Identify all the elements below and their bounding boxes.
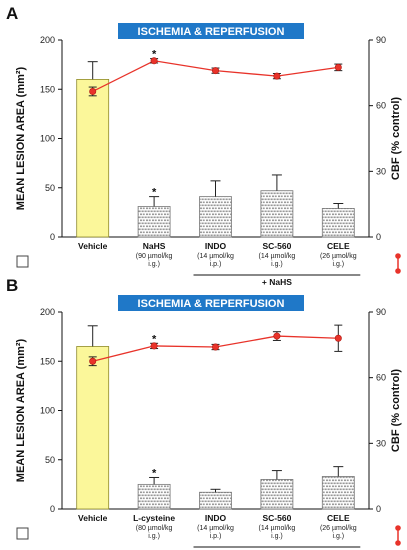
bar [260,479,294,510]
panel-label: B [6,276,18,295]
significance-star: * [152,467,157,479]
significance-star: * [152,333,157,345]
x-tick-label: NaHS [143,241,166,251]
cbf-point [150,342,158,350]
legend-bar-swatch [16,527,29,540]
x-tick-sublabel: (14 µmol/kg [197,525,234,532]
cbf-point [273,72,281,80]
x-tick-sublabel: (90 µmol/kg [136,253,173,260]
x-tick-label: Vehicle [78,513,108,523]
cbf-line [92,60,339,93]
bar [76,79,110,238]
x-tick-sublabel: (80 µmol/kg [136,525,173,532]
cbf-point [212,343,220,351]
x-tick-label: L-cysteine [133,513,175,523]
x-tick-sublabel: (14 µmol/kg [259,525,296,532]
chart-title: ISCHEMIA & REPERFUSION [138,26,285,38]
y2-tick-label: 90 [376,35,386,45]
bar [137,206,171,238]
bar [76,346,110,510]
x-tick-label: SC-560 [262,241,291,251]
x-tick-sublabel: (26 µmol/kg [320,253,357,260]
cbf-point [334,63,342,71]
y2-tick-label: 60 [376,101,386,111]
bar [199,196,232,238]
y2-tick-label: 30 [376,166,386,176]
x-tick-sublabel: (26 µmol/kg [320,525,357,532]
x-tick-label: CELE [327,241,350,251]
cbf-point [334,334,342,342]
y-tick-label: 50 [45,455,55,465]
y-axis-label: MEAN LESION AREA (mm²) [15,338,27,482]
y-tick-label: 150 [40,356,55,366]
x-tick-sublabel: i.g.) [271,261,283,268]
legend-line-dot [395,540,401,546]
y-tick-label: 0 [50,232,55,242]
legend-line-dot [395,268,401,274]
title-banner [118,295,304,311]
x-tick-sublabel: i.g.) [332,261,344,268]
bar [199,491,232,510]
y-tick-label: 150 [40,84,55,94]
x-tick-sublabel: i.g.) [332,533,344,540]
y2-tick-label: 0 [376,504,381,514]
y-axis-label: MEAN LESION AREA (mm²) [15,66,27,210]
cbf-point [212,67,220,75]
panel-label: A [6,4,18,23]
x-tick-label: INDO [205,241,227,251]
x-tick-label: CELE [327,513,350,523]
cbf-point [150,57,158,65]
y-tick-label: 0 [50,504,55,514]
cbf-point [273,332,281,340]
cbf-point [89,87,97,95]
y-tick-label: 100 [40,406,55,416]
bar [137,483,171,510]
x-tick-sublabel: i.g.) [148,533,160,540]
x-tick-label: SC-560 [262,513,291,523]
bar [321,208,355,238]
chart-title: ISCHEMIA & REPERFUSION [138,298,285,310]
y2-tick-label: 60 [376,373,386,383]
x-tick-sublabel: i.p.) [210,261,222,268]
x-tick-sublabel: i.p.) [210,533,222,540]
legend-line-dot [395,253,401,259]
y-tick-label: 50 [45,183,55,193]
chart-panel-a: A ISCHEMIA & REPERFUSION 0 50 100 150 200 0 30 60… [6,4,402,287]
bar [260,190,294,238]
y2-tick-label: 90 [376,307,386,317]
significance-star: * [152,187,157,199]
y-tick-label: 200 [40,35,55,45]
title-banner [118,23,304,39]
y2-axis-label: CBF (% control) [390,97,402,180]
x-tick-label: Vehicle [78,241,108,251]
y2-axis-label: CBF (% control) [390,369,402,452]
legend-bar-swatch [16,255,29,268]
y-tick-label: 100 [40,134,55,144]
x-tick-sublabel: (14 µmol/kg [197,253,234,260]
cbf-point [89,357,97,365]
y-tick-label: 200 [40,307,55,317]
significance-star: * [152,49,157,61]
y2-tick-label: 30 [376,438,386,448]
bar [321,476,355,510]
legend-line-dot [395,525,401,531]
group-label: + NaHS [262,277,292,287]
x-tick-label: INDO [205,513,227,523]
x-tick-sublabel: i.g.) [271,533,283,540]
chart-panel-b: B ISCHEMIA & REPERFUSION 0 50 100 150 200 0 30 60… [6,276,402,550]
x-tick-sublabel: i.g.) [148,261,160,268]
y2-tick-label: 0 [376,232,381,242]
x-tick-sublabel: (14 µmol/kg [259,253,296,260]
